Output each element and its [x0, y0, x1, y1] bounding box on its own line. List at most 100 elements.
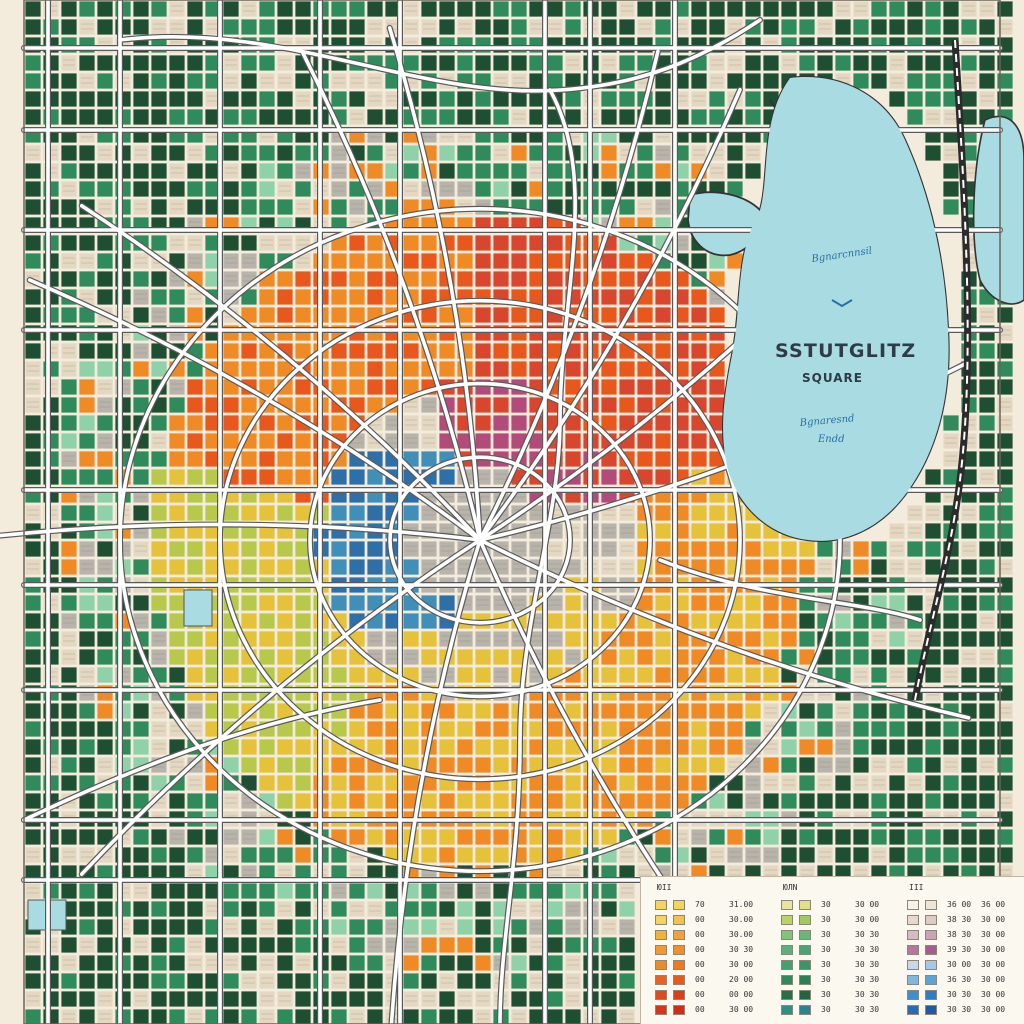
- parcel: [798, 702, 816, 720]
- parcel: [510, 234, 528, 252]
- parcel-hatch: [639, 203, 651, 210]
- road[interactable]: [498, 88, 577, 1024]
- parcel: [186, 396, 204, 414]
- road[interactable]: [27, 278, 482, 542]
- parcel: [186, 702, 204, 720]
- parcel: [78, 666, 96, 684]
- parcel: [888, 540, 906, 558]
- parcel: [402, 738, 420, 756]
- parcel-hatch: [189, 779, 201, 786]
- parcel: [402, 162, 420, 180]
- road[interactable]: [79, 538, 482, 876]
- parcel: [60, 144, 78, 162]
- parcel: [330, 900, 348, 918]
- parcel: [24, 972, 42, 990]
- parcel: [978, 612, 996, 630]
- parcel: [222, 18, 240, 36]
- parcel-hatch: [981, 95, 993, 102]
- parcel: [150, 90, 168, 108]
- parcel: [852, 666, 870, 684]
- road[interactable]: [218, 299, 742, 781]
- parcel: [60, 162, 78, 180]
- parcel: [276, 0, 294, 18]
- legend-row: 30 30 00: [781, 899, 897, 911]
- parcel: [996, 54, 1014, 72]
- road[interactable]: [300, 49, 482, 542]
- parcel: [996, 594, 1014, 612]
- parcel: [420, 936, 438, 954]
- parcel: [186, 666, 204, 684]
- parcel: [618, 360, 636, 378]
- parcel: [456, 54, 474, 72]
- parcel-hatch: [423, 401, 435, 408]
- road[interactable]: [478, 49, 660, 542]
- parcel-hatch: [747, 779, 759, 786]
- parcel-hatch: [531, 923, 543, 930]
- parcel: [222, 234, 240, 252]
- parcel: [654, 198, 672, 216]
- parcel-hatch: [765, 869, 777, 876]
- parcel: [150, 936, 168, 954]
- parcel: [888, 522, 906, 540]
- legend-column-header: ΙΙΙ: [909, 883, 924, 892]
- road[interactable]: [478, 87, 742, 542]
- road[interactable]: [387, 26, 482, 542]
- parcel: [276, 468, 294, 486]
- parcel: [96, 990, 114, 1008]
- road[interactable]: [118, 18, 762, 93]
- road[interactable]: [389, 538, 482, 1024]
- parcel: [402, 504, 420, 522]
- parcel: [600, 90, 618, 108]
- parcel-hatch: [261, 239, 273, 246]
- parcel: [420, 432, 438, 450]
- parcel: [276, 180, 294, 198]
- parcel: [276, 540, 294, 558]
- parcel: [96, 972, 114, 990]
- parcel: [474, 702, 492, 720]
- parcel: [762, 774, 780, 792]
- legend-value: 00: [695, 990, 705, 999]
- parcel-hatch: [81, 851, 93, 858]
- parcel: [132, 540, 150, 558]
- legend-swatch: [907, 990, 919, 1000]
- parcel-hatch: [891, 671, 903, 678]
- parcel: [186, 450, 204, 468]
- parcel: [348, 288, 366, 306]
- parcel-hatch: [873, 635, 885, 642]
- parcel-hatch: [513, 905, 525, 912]
- parcel: [690, 144, 708, 162]
- parcel: [294, 72, 312, 90]
- parcel: [420, 954, 438, 972]
- parcel: [366, 288, 384, 306]
- parcel: [348, 882, 366, 900]
- road[interactable]: [388, 455, 572, 625]
- parcel-hatch: [891, 77, 903, 84]
- parcel: [276, 954, 294, 972]
- parcel: [132, 792, 150, 810]
- legend-value: 30 00: [855, 915, 880, 924]
- parcel: [78, 180, 96, 198]
- road[interactable]: [118, 207, 842, 873]
- parcel-hatch: [621, 1013, 633, 1020]
- parcel: [24, 1008, 42, 1024]
- parcel: [258, 450, 276, 468]
- parcel: [654, 504, 672, 522]
- parcel: [474, 792, 492, 810]
- parcel: [474, 234, 492, 252]
- parcel: [348, 828, 366, 846]
- legend-value: 30 30: [855, 990, 880, 999]
- parcel: [744, 54, 762, 72]
- road[interactable]: [22, 698, 382, 822]
- road[interactable]: [308, 381, 652, 699]
- parcel-hatch: [153, 707, 165, 714]
- road[interactable]: [658, 558, 922, 622]
- parcel: [222, 738, 240, 756]
- parcel: [726, 162, 744, 180]
- parcel: [780, 540, 798, 558]
- parcel: [132, 180, 150, 198]
- parcel: [276, 972, 294, 990]
- parcel: [798, 846, 816, 864]
- parcel: [60, 720, 78, 738]
